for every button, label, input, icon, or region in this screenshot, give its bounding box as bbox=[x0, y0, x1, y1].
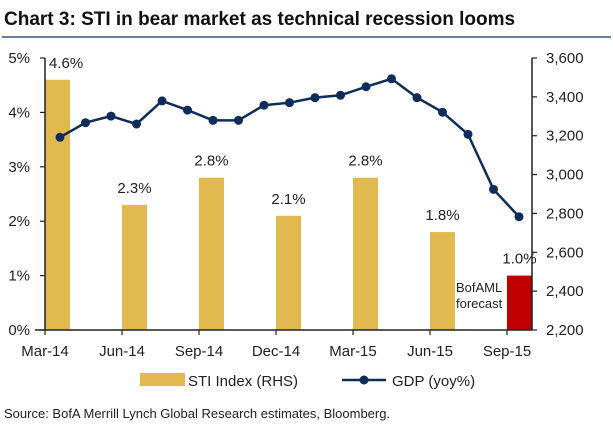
gdp-point bbox=[234, 115, 243, 125]
forecast-annotation-line1: BofAML bbox=[456, 280, 502, 295]
right-y-tick-label: 2,600 bbox=[546, 244, 584, 261]
gdp-point bbox=[106, 111, 116, 121]
bar-data-label: 1.8% bbox=[425, 207, 459, 224]
gdp-point bbox=[514, 212, 524, 222]
bar-dec-14 bbox=[276, 215, 301, 330]
legend-line-marker bbox=[359, 375, 369, 385]
gdp-point bbox=[336, 90, 345, 100]
right-y-tick-label: 3,600 bbox=[546, 50, 584, 67]
right-y-tick-label: 3,400 bbox=[546, 89, 584, 106]
gdp-point bbox=[157, 96, 167, 106]
gdp-point bbox=[387, 74, 396, 84]
left-y-tick-label: 5% bbox=[8, 50, 30, 67]
x-tick-label: Dec-14 bbox=[252, 343, 300, 360]
right-y-tick-label: 2,400 bbox=[546, 283, 584, 300]
x-tick-label: Jun-15 bbox=[407, 343, 453, 360]
bar-data-label: 4.6% bbox=[49, 55, 83, 72]
x-tick-label: Jun-14 bbox=[99, 343, 145, 360]
left-y-tick-label: 4% bbox=[8, 104, 30, 121]
left-y-tick-label: 3% bbox=[8, 159, 30, 176]
bar-data-label: 2.3% bbox=[117, 180, 151, 197]
source-note: Source: BofA Merrill Lynch Global Resear… bbox=[4, 406, 390, 421]
gdp-point bbox=[259, 100, 269, 110]
gdp-point bbox=[438, 107, 447, 117]
chart-title: Chart 3: STI in bear market as technical… bbox=[4, 9, 515, 30]
x-tick-label: Sep-15 bbox=[483, 343, 531, 360]
left-y-tick-label: 1% bbox=[8, 268, 30, 285]
bar-sep-15 bbox=[507, 275, 532, 330]
gdp-point bbox=[208, 115, 218, 125]
gdp-point bbox=[412, 93, 422, 103]
forecast-annotation-line2: forecast bbox=[456, 296, 503, 311]
gdp-point bbox=[310, 93, 320, 103]
x-tick-label: Sep-14 bbox=[175, 343, 223, 360]
bar-jun-14 bbox=[122, 204, 147, 330]
bar-data-label: 2.1% bbox=[271, 191, 305, 208]
left-y-tick-label: 2% bbox=[8, 213, 30, 230]
gdp-point bbox=[361, 82, 371, 92]
bar-data-label: 2.8% bbox=[348, 153, 382, 170]
right-y-tick-label: 3,000 bbox=[546, 167, 584, 184]
gdp-point bbox=[489, 184, 498, 194]
right-y-tick-label: 2,800 bbox=[546, 205, 584, 222]
gdp-point bbox=[81, 118, 90, 128]
gdp-point bbox=[463, 129, 473, 139]
left-y-tick-label: 0% bbox=[8, 322, 30, 339]
legend-line-label: GDP (yoy%) bbox=[392, 373, 475, 390]
bar-mar-15 bbox=[353, 177, 378, 330]
x-tick-label: Mar-14 bbox=[21, 343, 69, 360]
bar-sep-14 bbox=[199, 177, 224, 330]
gdp-point bbox=[132, 119, 141, 129]
gdp-point bbox=[285, 98, 294, 108]
bar-jun-15 bbox=[430, 232, 455, 330]
bar-data-label: 2.8% bbox=[194, 153, 228, 170]
legend: STI Index (RHS) GDP (yoy%) bbox=[140, 373, 475, 390]
legend-bar-swatch bbox=[140, 373, 185, 386]
legend-bar-label: STI Index (RHS) bbox=[188, 373, 298, 390]
x-tick-label: Mar-15 bbox=[329, 343, 377, 360]
right-y-tick-label: 2,200 bbox=[546, 322, 584, 339]
gdp-point bbox=[55, 132, 65, 142]
bar-data-label: 1.0% bbox=[502, 251, 536, 268]
right-y-tick-label: 3,200 bbox=[546, 128, 584, 145]
bar-mar-14 bbox=[45, 79, 70, 330]
gdp-point bbox=[183, 105, 192, 115]
